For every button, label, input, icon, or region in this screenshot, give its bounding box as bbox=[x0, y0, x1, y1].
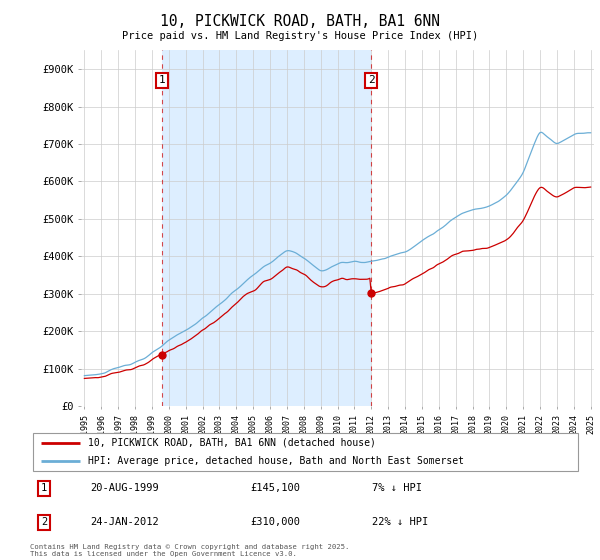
Text: 22% ↓ HPI: 22% ↓ HPI bbox=[372, 517, 428, 527]
Text: 1: 1 bbox=[41, 483, 47, 493]
Text: 10, PICKWICK ROAD, BATH, BA1 6NN (detached house): 10, PICKWICK ROAD, BATH, BA1 6NN (detach… bbox=[88, 438, 376, 448]
Text: £310,000: £310,000 bbox=[251, 517, 301, 527]
Text: 24-JAN-2012: 24-JAN-2012 bbox=[91, 517, 160, 527]
Text: 2: 2 bbox=[41, 517, 47, 527]
Text: 7% ↓ HPI: 7% ↓ HPI bbox=[372, 483, 422, 493]
Text: 10, PICKWICK ROAD, BATH, BA1 6NN: 10, PICKWICK ROAD, BATH, BA1 6NN bbox=[160, 14, 440, 29]
Text: Price paid vs. HM Land Registry's House Price Index (HPI): Price paid vs. HM Land Registry's House … bbox=[122, 31, 478, 41]
Text: Contains HM Land Registry data © Crown copyright and database right 2025.
This d: Contains HM Land Registry data © Crown c… bbox=[30, 544, 349, 557]
Bar bbox=[162, 50, 371, 406]
Text: HPI: Average price, detached house, Bath and North East Somerset: HPI: Average price, detached house, Bath… bbox=[88, 456, 464, 466]
Text: 20-AUG-1999: 20-AUG-1999 bbox=[91, 483, 160, 493]
Text: 2: 2 bbox=[368, 76, 374, 85]
FancyBboxPatch shape bbox=[33, 433, 578, 471]
Text: 1: 1 bbox=[158, 76, 165, 85]
Text: £145,100: £145,100 bbox=[251, 483, 301, 493]
